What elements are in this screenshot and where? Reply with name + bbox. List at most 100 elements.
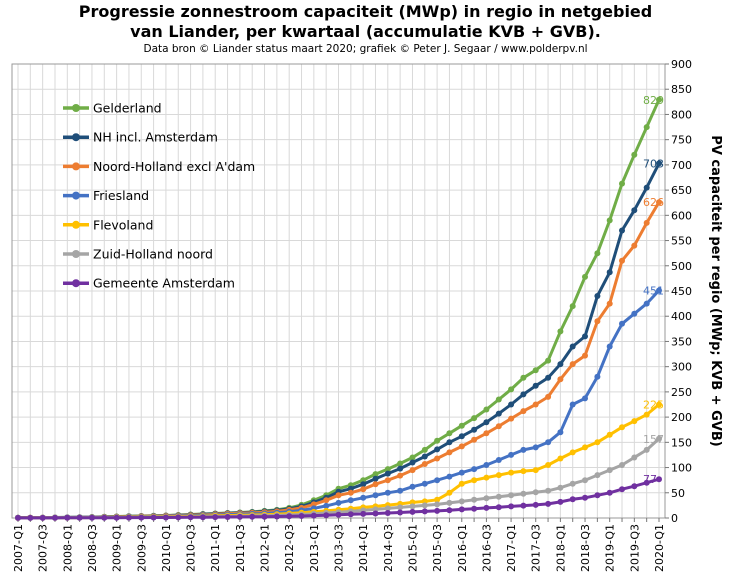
x-tick-label: 2016-Q3 xyxy=(480,524,493,572)
data-point xyxy=(372,475,379,482)
data-point xyxy=(532,367,539,374)
data-point xyxy=(397,509,404,516)
x-tick-label: 2020-Q1 xyxy=(653,524,666,572)
data-point xyxy=(76,514,83,521)
x-tick-label: 2007-Q1 xyxy=(12,524,25,572)
data-point xyxy=(347,497,354,504)
data-point xyxy=(619,424,625,431)
data-point xyxy=(162,514,169,521)
data-point xyxy=(483,504,490,511)
data-point xyxy=(582,494,588,501)
data-point xyxy=(606,489,613,496)
data-point xyxy=(446,439,453,446)
data-point xyxy=(532,401,539,408)
data-point xyxy=(545,487,552,494)
data-point xyxy=(557,484,564,491)
data-point xyxy=(212,514,219,521)
y-tick-label: 150 xyxy=(671,436,692,449)
data-point xyxy=(557,455,564,462)
data-point xyxy=(631,454,638,461)
data-point xyxy=(446,499,453,506)
data-point xyxy=(471,415,478,422)
data-point xyxy=(224,514,231,520)
data-point xyxy=(409,459,416,466)
data-point xyxy=(557,376,564,383)
data-point xyxy=(569,449,576,456)
x-tick-label: 2017-Q3 xyxy=(530,524,543,572)
end-value-label: 225 xyxy=(643,399,664,412)
data-point xyxy=(471,426,478,433)
data-point xyxy=(656,476,662,483)
data-point xyxy=(594,293,601,299)
x-tick-label: 2013-Q3 xyxy=(333,524,346,572)
data-point xyxy=(446,507,453,514)
legend-marker xyxy=(72,162,80,171)
data-point xyxy=(508,386,515,393)
x-tick-label: 2018-Q1 xyxy=(554,524,567,572)
data-point xyxy=(582,352,588,359)
y-tick-label: 0 xyxy=(671,512,678,525)
data-point xyxy=(643,184,650,191)
data-point xyxy=(656,160,662,167)
data-point xyxy=(656,401,662,408)
legend-label: Flevoland xyxy=(93,217,153,232)
x-tick-label: 2010-Q3 xyxy=(185,524,198,572)
data-point xyxy=(520,490,527,497)
y-tick-label: 500 xyxy=(671,260,692,273)
data-point xyxy=(594,472,601,479)
data-point xyxy=(458,422,465,429)
y-tick-label: 50 xyxy=(671,487,685,500)
data-point xyxy=(323,512,330,519)
x-tick-label: 2017-Q1 xyxy=(505,524,518,572)
data-point xyxy=(323,497,330,504)
data-point xyxy=(631,151,638,158)
data-point xyxy=(310,512,317,519)
data-point xyxy=(594,373,601,380)
data-point xyxy=(372,471,379,478)
data-point xyxy=(113,514,120,521)
legend-label: Zuid-Holland noord xyxy=(93,247,213,262)
data-point xyxy=(187,514,194,521)
x-tick-label: 2009-Q1 xyxy=(111,524,124,572)
legend-item: Noord-Holland excl A'dam xyxy=(63,159,255,174)
data-point xyxy=(495,423,502,430)
data-point xyxy=(372,506,379,513)
data-point xyxy=(421,480,428,487)
data-point xyxy=(483,495,490,502)
data-point xyxy=(557,328,564,335)
data-point xyxy=(39,514,46,521)
data-point xyxy=(569,303,576,310)
data-point xyxy=(384,510,391,516)
data-point xyxy=(471,505,478,512)
data-point xyxy=(532,444,539,451)
data-point xyxy=(384,489,391,496)
legend-label: NH incl. Amsterdam xyxy=(93,130,218,145)
legend-item: NH incl. Amsterdam xyxy=(63,130,218,145)
data-point xyxy=(335,499,342,506)
y-tick-label: 400 xyxy=(671,310,692,323)
data-point xyxy=(409,503,416,510)
data-point xyxy=(458,498,465,505)
legend-marker xyxy=(72,133,80,142)
legend-item: Zuid-Holland noord xyxy=(63,247,213,262)
data-point xyxy=(261,513,268,520)
data-point xyxy=(656,287,662,294)
data-point xyxy=(483,406,490,413)
x-tick-label: 2007-Q3 xyxy=(37,524,50,572)
legend-marker xyxy=(72,191,80,200)
data-point xyxy=(520,374,527,381)
data-point xyxy=(545,393,552,400)
data-point xyxy=(643,446,650,453)
data-point xyxy=(446,430,453,437)
data-point xyxy=(606,300,613,307)
data-point xyxy=(508,503,515,510)
data-point xyxy=(372,510,379,517)
data-point xyxy=(495,472,502,479)
y-tick-label: 900 xyxy=(671,58,692,71)
legend-label: Gelderland xyxy=(93,101,162,116)
data-point xyxy=(532,467,539,474)
data-point xyxy=(495,396,502,403)
data-point xyxy=(409,467,416,474)
data-point xyxy=(360,510,367,517)
data-point xyxy=(138,514,145,521)
